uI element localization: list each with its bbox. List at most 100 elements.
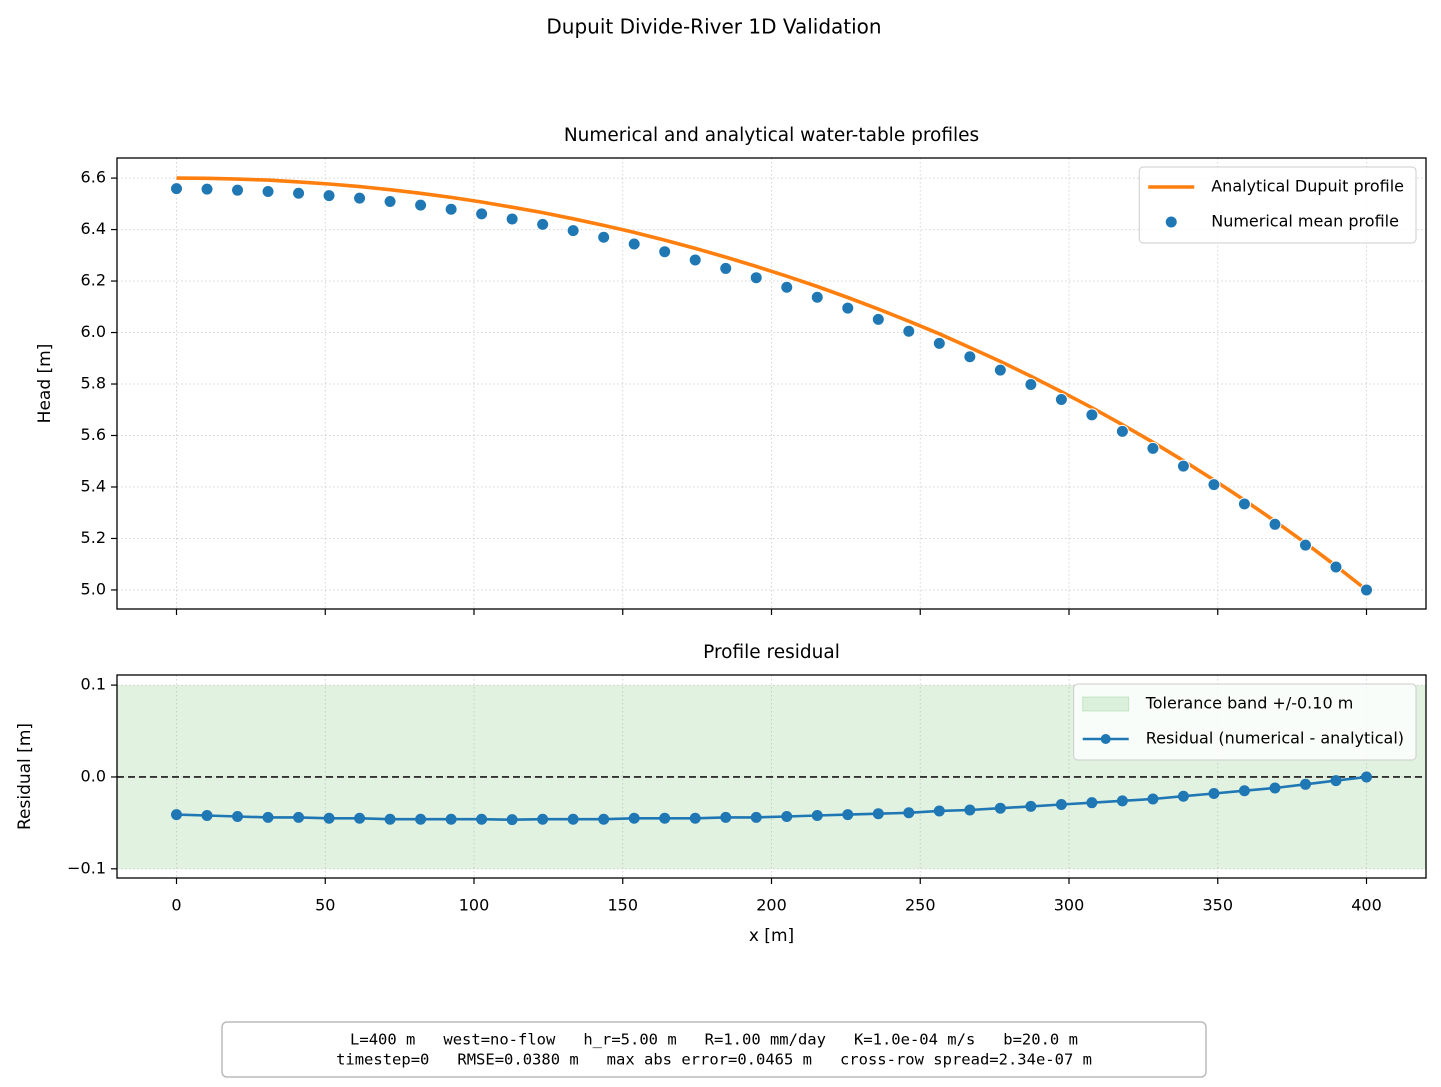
data-point bbox=[688, 253, 702, 267]
data-point bbox=[262, 811, 274, 823]
data-point bbox=[749, 271, 763, 285]
x-tick-label: 200 bbox=[756, 896, 787, 915]
legend-swatch bbox=[1164, 215, 1178, 229]
data-point bbox=[1115, 424, 1129, 438]
data-point bbox=[476, 813, 488, 825]
x-tick-label: 50 bbox=[315, 896, 335, 915]
x-tick-label: 300 bbox=[1054, 896, 1085, 915]
data-point bbox=[292, 186, 306, 200]
data-point bbox=[170, 182, 183, 196]
data-point bbox=[567, 813, 579, 825]
data-point bbox=[322, 189, 336, 203]
data-point bbox=[261, 184, 275, 198]
data-point bbox=[1086, 797, 1098, 809]
data-point bbox=[200, 182, 214, 196]
y-tick-label: 5.6 bbox=[81, 425, 106, 444]
x-tick-label: 350 bbox=[1202, 896, 1233, 915]
data-point bbox=[1237, 497, 1251, 511]
data-point bbox=[903, 807, 915, 819]
legend-box bbox=[1138, 166, 1417, 244]
data-point bbox=[872, 808, 884, 820]
data-point bbox=[902, 324, 916, 338]
data-line bbox=[176, 775, 1367, 821]
plot-area bbox=[117, 158, 1426, 609]
data-point bbox=[384, 813, 396, 825]
data-point bbox=[1116, 795, 1128, 807]
data-point bbox=[1329, 560, 1343, 574]
data-point bbox=[1298, 538, 1312, 552]
data-point bbox=[1208, 787, 1220, 799]
data-point bbox=[1055, 799, 1067, 811]
legend-label: Tolerance band +/-0.10 m bbox=[1145, 694, 1354, 713]
data-point bbox=[444, 202, 458, 216]
y-tick-label: 5.8 bbox=[81, 374, 106, 393]
legend: Tolerance band +/-0.10 m Residual (numeri… bbox=[1073, 683, 1417, 761]
data-point bbox=[1146, 441, 1160, 455]
legend-label: Analytical Dupuit profile bbox=[1211, 177, 1404, 196]
data-point bbox=[628, 812, 640, 824]
y-tick-label: −0.1 bbox=[67, 858, 106, 877]
legend-box bbox=[1073, 683, 1417, 761]
data-point bbox=[658, 245, 672, 259]
data-point bbox=[994, 802, 1006, 814]
data-point bbox=[1177, 790, 1189, 802]
data-point bbox=[1025, 800, 1037, 812]
data-point bbox=[1361, 771, 1372, 783]
data-point bbox=[963, 350, 977, 364]
data-point bbox=[871, 312, 885, 326]
data-point bbox=[1360, 583, 1373, 597]
legend-swatch bbox=[1082, 696, 1130, 712]
data-point bbox=[323, 812, 335, 824]
data-point bbox=[841, 301, 855, 315]
x-tick-label: 0 bbox=[171, 896, 181, 915]
data-point bbox=[505, 212, 519, 226]
data-point bbox=[445, 813, 457, 825]
data-point bbox=[689, 812, 701, 824]
data-point bbox=[719, 261, 733, 275]
data-point bbox=[414, 198, 428, 212]
data-point bbox=[842, 809, 854, 821]
data-point bbox=[171, 809, 182, 821]
x-tick-label: 250 bbox=[905, 896, 936, 915]
data-point bbox=[932, 336, 946, 350]
y-tick-label: 6.2 bbox=[81, 271, 106, 290]
data-point bbox=[811, 810, 823, 822]
data-point bbox=[415, 813, 427, 825]
data-point bbox=[1269, 782, 1281, 794]
y-axis-label: Head [m] bbox=[35, 344, 55, 424]
data-point bbox=[475, 207, 489, 221]
y-tick-label: 0.0 bbox=[81, 766, 106, 785]
data-point bbox=[1299, 778, 1311, 790]
data-point bbox=[566, 224, 580, 238]
data-point bbox=[659, 812, 671, 824]
note-box bbox=[221, 1021, 1207, 1078]
data-point bbox=[720, 811, 732, 823]
x-tick-label: 400 bbox=[1351, 896, 1382, 915]
y-tick-label: 5.0 bbox=[81, 579, 106, 598]
data-point bbox=[933, 805, 945, 817]
legend-label: Numerical mean profile bbox=[1211, 212, 1399, 231]
data-point bbox=[1268, 517, 1282, 531]
data-point bbox=[1054, 392, 1068, 406]
y-axis-label: Residual [m] bbox=[15, 723, 35, 830]
legend-swatch bbox=[1100, 734, 1111, 744]
data-point bbox=[1330, 775, 1342, 787]
y-tick-label: 6.6 bbox=[81, 168, 106, 187]
data-point bbox=[383, 195, 397, 209]
data-point bbox=[780, 280, 794, 294]
axes-title: Numerical and analytical water-table pro… bbox=[564, 125, 979, 146]
x-tick-label: 150 bbox=[607, 896, 638, 915]
data-point bbox=[232, 810, 244, 822]
data-point bbox=[293, 811, 305, 823]
data-point bbox=[750, 811, 762, 823]
data-line bbox=[176, 176, 1368, 592]
data-point bbox=[353, 191, 367, 205]
y-tick-label: 5.4 bbox=[81, 476, 106, 495]
data-point bbox=[201, 810, 213, 822]
data-point bbox=[597, 230, 611, 244]
legend-label: Residual (numerical - analytical) bbox=[1146, 729, 1404, 748]
data-point bbox=[1085, 408, 1099, 422]
data-point bbox=[1147, 793, 1159, 805]
